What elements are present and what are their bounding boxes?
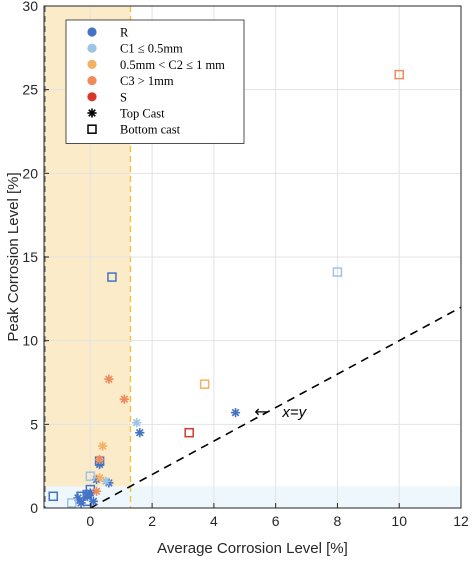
legend-label-s: S: [120, 90, 127, 104]
x-axis-label: Average Corrosion Level [%]: [157, 540, 348, 557]
legend-marker-c3-1mm: [87, 76, 97, 86]
y-tick-label-30: 30: [22, 0, 38, 14]
x-tick-label-10: 10: [391, 513, 407, 529]
x-tick-label-4: 4: [210, 513, 218, 529]
legend: R C1 ≤ 0.5mm 0.5mm < C2 ≤ 1 mm C3 > 1mm S Top…: [65, 19, 245, 144]
legend-marker-r: [87, 27, 97, 37]
legend-label-c3-1mm: C3 > 1mm: [120, 74, 174, 88]
point-r-asterisk-1: [135, 428, 145, 438]
point-r-square-1: [48, 491, 59, 502]
x-tick-label-12: 12: [453, 513, 469, 529]
point-c2-asterisk-1: [95, 473, 105, 483]
legend-marker-s: [87, 92, 97, 102]
point-s-square-0: [184, 427, 194, 438]
y-tick-label-0: 0: [30, 500, 38, 516]
y-tick-label-5: 5: [30, 416, 38, 432]
point-c3-asterisk-1: [119, 394, 129, 404]
legend-marker-0-5mm-c2-1-mm: [87, 59, 97, 69]
point-r-square-0: [107, 272, 117, 282]
y-tick-label-20: 20: [22, 165, 38, 181]
shaded-region-1: [44, 486, 461, 508]
point-c1-square-1: [67, 498, 77, 508]
x-tick-label-0: 0: [86, 513, 94, 529]
legend-label-top-cast: Top Cast: [120, 107, 165, 121]
reference-line-layer: ← x=y: [89, 306, 462, 509]
point-r-square-3: [82, 496, 92, 507]
point-r-square-2: [76, 491, 86, 502]
point-c1-asterisk-0: [132, 418, 142, 428]
legend-marker-c1-0-5mm: [87, 43, 97, 53]
point-c2-square-0: [199, 379, 210, 389]
point-r-asterisk-7: [73, 493, 83, 503]
legend-label-c1-0-5mm: C1 ≤ 0.5mm: [120, 42, 183, 56]
point-c3-square-0: [394, 69, 404, 80]
reference-line-arrow: ←: [254, 402, 267, 421]
point-c3-asterisk-0: [104, 374, 114, 384]
axes: 0 2 4 6 8 10 12 0 5 10 15 20 25 30: [22, 0, 469, 529]
point-c3-asterisk-2: [95, 454, 105, 465]
legend-label-bottom-cast: Bottom cast: [120, 123, 181, 137]
legend-marker-top-cast: [87, 108, 97, 118]
reference-line-label: x=y: [281, 404, 307, 421]
point-c3-asterisk-3: [91, 486, 102, 496]
data-points: [48, 69, 404, 508]
point-c1-square-2: [85, 471, 96, 481]
y-tick-label-15: 15: [22, 249, 38, 265]
point-r-asterisk-0: [230, 408, 241, 418]
y-tick-label-10: 10: [22, 333, 38, 349]
x-tick-label-6: 6: [272, 513, 280, 529]
reference-line: [89, 306, 462, 509]
x-tick-label-2: 2: [148, 513, 156, 529]
y-tick-label-25: 25: [22, 82, 38, 98]
point-c2-asterisk-0: [98, 441, 108, 451]
legend-label-0-5mm-c2-1-mm: 0.5mm < C2 ≤ 1 mm: [120, 58, 225, 72]
legend-label-r: R: [120, 26, 129, 40]
y-axis-label: Peak Corrosion Level [%]: [5, 172, 22, 341]
x-tick-label-8: 8: [334, 513, 342, 529]
legend-marker-bottom-cast: [87, 124, 97, 134]
point-r-square-4: [82, 489, 92, 500]
point-c1-square-0: [332, 267, 343, 277]
